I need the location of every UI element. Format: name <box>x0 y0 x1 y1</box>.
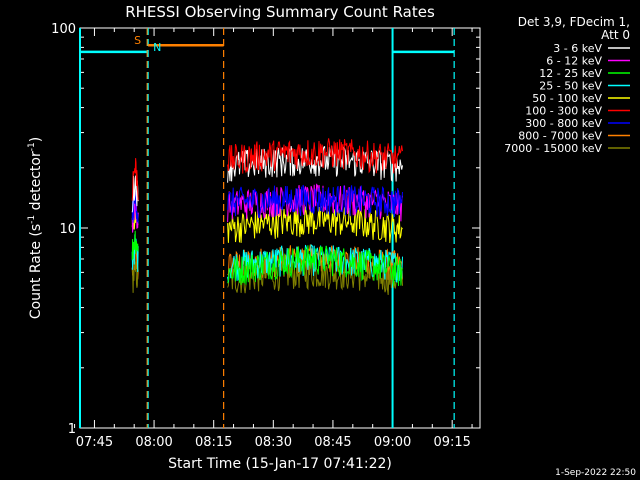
series-trace <box>131 230 139 261</box>
series-trace <box>131 259 139 293</box>
marker-s: S <box>134 34 141 47</box>
legend-label-8: 7000 - 15000 keV <box>504 142 602 155</box>
x-axis-label: Start Time (15-Jan-17 07:41:22) <box>168 456 392 472</box>
legend-label-1: 6 - 12 keV <box>546 55 602 68</box>
x-tick-label: 07:45 <box>76 435 113 450</box>
x-tick-label: 08:30 <box>255 435 292 450</box>
legend-header-1: Det 3,9, FDecim 1, <box>518 15 630 29</box>
plot-frame <box>79 27 481 429</box>
legend-label-6: 300 - 800 keV <box>525 117 602 130</box>
y-label-rest: detector <box>28 151 44 215</box>
x-tick-label: 09:15 <box>433 435 470 450</box>
series-5 <box>131 138 403 201</box>
legend-label-2: 12 - 25 keV <box>539 67 602 80</box>
y-label-main: Count Rate (s <box>28 224 44 319</box>
x-tick-label: 08:00 <box>135 435 172 450</box>
series-trace <box>227 205 403 244</box>
series-trace <box>227 184 403 219</box>
x-tick-label: 09:00 <box>374 435 411 450</box>
series-trace <box>131 158 139 201</box>
plot-area: 07:45 08:00 08:15 08:30 08:45 09:00 09:15 1 10 10… <box>51 22 481 450</box>
legend-label-5: 100 - 300 keV <box>525 105 602 118</box>
footer-date: 1-Sep-2022 22:50 <box>555 468 636 478</box>
legend-label-7: 800 - 7000 keV <box>518 130 602 143</box>
series-trace <box>227 138 403 174</box>
x-tick-label: 08:45 <box>314 435 351 450</box>
legend-header-2: Att 0 <box>601 28 630 42</box>
x-tick-label: 08:15 <box>195 435 232 450</box>
legend-label-4: 50 - 100 keV <box>532 92 602 105</box>
y-tick-label: 100 <box>51 22 76 37</box>
series-trace <box>227 245 403 287</box>
y-label-sup: -1 <box>27 215 37 224</box>
chart-title: RHESSI Observing Summary Count Rates <box>125 3 435 21</box>
y-axis-label: Count Rate (s-1 detector-1) <box>27 137 44 319</box>
y-label-close: ) <box>28 137 44 142</box>
legend-label-3: 25 - 50 keV <box>539 80 602 93</box>
series-trace <box>227 183 403 223</box>
y-label-sup2: -1 <box>27 142 37 151</box>
series-2 <box>131 230 403 287</box>
marker-n: N <box>153 41 161 54</box>
y-tick-label: 10 <box>59 222 76 237</box>
y-tick-label: 1 <box>68 422 76 437</box>
legend-label-0: 3 - 6 keV <box>553 42 602 55</box>
